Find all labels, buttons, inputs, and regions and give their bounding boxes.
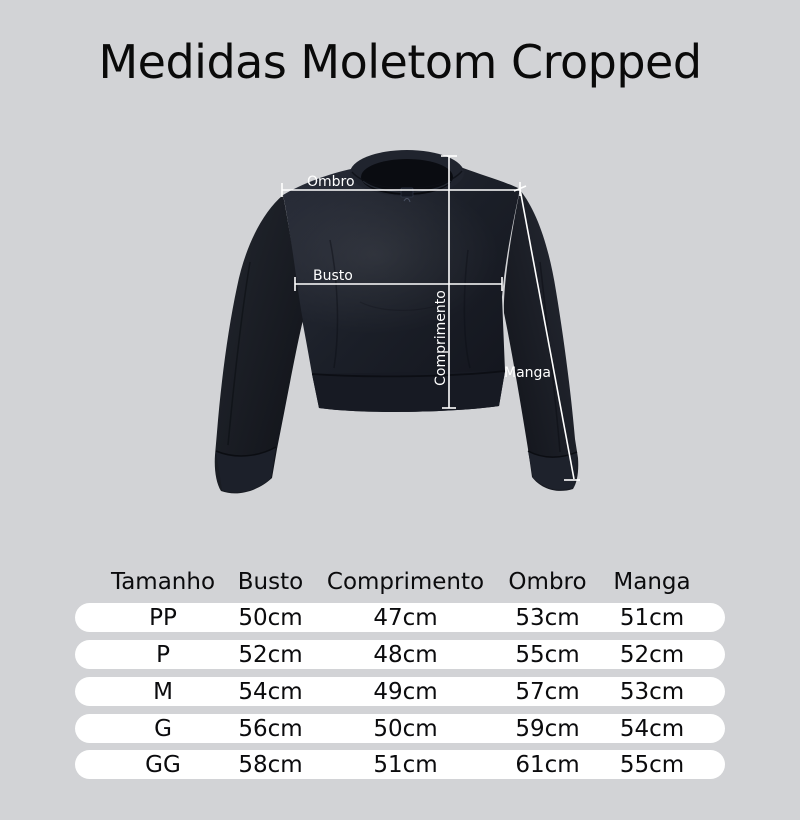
col-header-busto: Busto	[237, 569, 304, 595]
measurement-labels: Ombro Busto Comprimento Manga	[307, 174, 551, 386]
cell-size: GG	[145, 751, 181, 778]
cell-busto: 50cm	[238, 604, 303, 631]
cell-size: M	[153, 678, 173, 705]
size-row-m: M 54cm 49cm 57cm 53cm	[75, 677, 725, 706]
sweatshirt-image	[214, 150, 579, 494]
cell-size: P	[156, 641, 170, 668]
measure-label-comprimento: Comprimento	[433, 290, 449, 386]
cell-manga: 51cm	[619, 604, 685, 631]
cell-ombro: 53cm	[515, 604, 580, 631]
sweatshirt-measurement-diagram: Ombro Busto Comprimento Manga	[214, 150, 580, 494]
page-title: Medidas Moletom Cropped	[98, 35, 702, 89]
measurement-lines	[281, 155, 580, 481]
cell-busto: 54cm	[238, 678, 303, 705]
cell-comprimento: 50cm	[373, 715, 438, 742]
col-header-manga: Manga	[613, 569, 691, 595]
size-row-pp: PP 50cm 47cm 53cm 51cm	[75, 603, 725, 632]
cell-size: PP	[149, 604, 177, 631]
cell-manga: 53cm	[619, 678, 685, 705]
cell-manga: 54cm	[619, 715, 685, 742]
measure-label-busto: Busto	[313, 268, 353, 284]
measure-label-manga: Manga	[504, 365, 551, 381]
col-header-ombro: Ombro	[508, 569, 587, 595]
cell-ombro: 57cm	[515, 678, 580, 705]
measure-label-ombro: Ombro	[307, 174, 355, 190]
cell-ombro: 55cm	[515, 641, 580, 668]
cell-busto: 56cm	[238, 715, 303, 742]
cell-comprimento: 47cm	[373, 604, 438, 631]
cell-ombro: 61cm	[515, 751, 580, 778]
col-header-comprimento: Comprimento	[326, 569, 485, 595]
cell-comprimento: 48cm	[373, 641, 438, 668]
cell-ombro: 59cm	[515, 715, 580, 742]
cell-manga: 52cm	[619, 641, 685, 668]
size-row-g: G 56cm 50cm 59cm 54cm	[75, 714, 725, 743]
col-header-tamanho: Tamanho	[110, 569, 216, 595]
cell-manga: 55cm	[619, 751, 685, 778]
size-row-gg: GG 58cm 51cm 61cm 55cm	[75, 750, 725, 779]
cell-comprimento: 49cm	[373, 678, 438, 705]
cell-comprimento: 51cm	[373, 751, 438, 778]
cell-busto: 52cm	[238, 641, 303, 668]
cell-busto: 58cm	[238, 751, 303, 778]
cell-size: G	[154, 715, 172, 742]
size-row-p: P 52cm 48cm 55cm 52cm	[75, 640, 725, 669]
